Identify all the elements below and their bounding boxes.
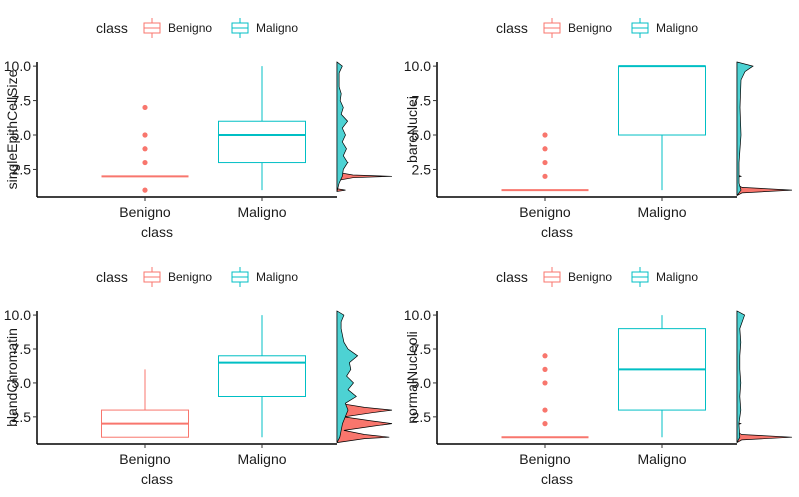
outlier-point	[542, 132, 548, 138]
y-axis-title: bareNuclei	[404, 96, 420, 163]
y-tick-label: 10.0	[404, 58, 431, 74]
legend: class Benigno Maligno	[496, 18, 698, 38]
box-maligno	[618, 315, 706, 438]
legend-title: class	[496, 20, 528, 36]
marginal-density	[336, 61, 393, 192]
x-axis-title: class	[541, 471, 573, 487]
y-tick-label: 7.5	[412, 341, 432, 357]
outlier-point	[542, 173, 548, 179]
box-iqr	[218, 120, 306, 164]
legend-label-benigno: Benigno	[168, 21, 212, 35]
density-maligno	[736, 61, 754, 196]
legend-label-benigno: Benigno	[568, 270, 612, 284]
outlier-point	[142, 146, 148, 152]
y-tick-label: 5.0	[412, 127, 432, 143]
x-tick-label: Maligno	[637, 204, 686, 220]
panel-singleEpithCellSize: class Benigno Maligno 2.5 5.0 7.5 10.0 Benigno M…	[4, 18, 393, 240]
legend-label-benigno: Benigno	[568, 21, 612, 35]
y-axis-title: blandChromatin	[4, 328, 20, 427]
density-benigno	[736, 62, 793, 196]
box-maligno	[218, 66, 306, 191]
legend-label-maligno: Maligno	[656, 21, 698, 35]
legend: class Benigno Maligno	[496, 267, 698, 287]
density-benigno	[736, 311, 793, 443]
x-axis-title: class	[141, 224, 173, 240]
outlier-point	[542, 421, 548, 427]
y-tick-label: 2.5	[412, 409, 432, 425]
y-tick-label: 5.0	[412, 375, 432, 391]
outlier-point	[142, 132, 148, 138]
box-benigno	[501, 353, 589, 439]
legend-title: class	[496, 269, 528, 285]
outlier-point	[542, 407, 548, 413]
box-benigno	[101, 369, 189, 438]
y-tick-label: 2.5	[12, 409, 32, 425]
legend-label-maligno: Maligno	[256, 270, 298, 284]
box-benigno	[501, 132, 589, 192]
legend-title: class	[96, 20, 128, 36]
legend-label-maligno: Maligno	[656, 270, 698, 284]
legend-title: class	[96, 269, 128, 285]
y-tick-label: 7.5	[12, 341, 32, 357]
outlier-point	[542, 366, 548, 372]
outlier-point	[542, 159, 548, 166]
panel-normalNucleoli: class Benigno Maligno 2.5 5.0 7.5 10.0 Benigno M…	[404, 267, 793, 487]
legend-label-maligno: Maligno	[256, 21, 298, 35]
density-benigno	[336, 62, 393, 192]
y-axis-title: normalNucleoli	[404, 331, 420, 424]
marginal-density	[736, 61, 793, 196]
y-tick-label: 7.5	[412, 93, 432, 109]
x-tick-label: Maligno	[637, 451, 686, 467]
box-maligno	[218, 315, 306, 438]
x-tick-label: Benigno	[119, 204, 171, 220]
outlier-point	[142, 187, 148, 193]
box-maligno	[618, 65, 706, 191]
y-tick-label: 2.5	[412, 161, 432, 177]
density-maligno	[336, 61, 349, 192]
x-axis-title: class	[541, 224, 573, 240]
legend: class Benigno Maligno	[96, 267, 298, 287]
outlier-point	[542, 380, 548, 386]
outlier-point	[542, 146, 548, 152]
density-maligno	[336, 310, 359, 443]
panel-bareNuclei: class Benigno Maligno 2.5 5.0 7.5 10.0 Benigno M…	[404, 18, 793, 240]
y-tick-label: 5.0	[12, 375, 32, 391]
y-tick-label: 10.0	[404, 307, 431, 323]
outlier-point	[142, 104, 148, 111]
panel-blandChromatin: class Benigno Maligno 2.5 5.0 7.5 10.0 Benigno M…	[4, 267, 393, 487]
x-tick-label: Benigno	[119, 451, 171, 467]
y-tick-label: 5.0	[12, 127, 32, 143]
box-benigno	[101, 104, 189, 193]
legend: class Benigno Maligno	[96, 18, 298, 38]
x-tick-label: Benigno	[519, 204, 571, 220]
y-tick-label: 7.5	[12, 93, 32, 109]
outlier-point	[542, 353, 548, 359]
y-tick-label: 10.0	[4, 58, 31, 74]
y-tick-label: 2.5	[12, 161, 32, 177]
density-maligno	[736, 310, 746, 443]
x-tick-label: Maligno	[237, 204, 286, 220]
outlier-point	[142, 159, 148, 166]
marginal-density	[736, 310, 793, 443]
x-axis-title: class	[141, 471, 173, 487]
x-tick-label: Maligno	[237, 451, 286, 467]
y-tick-label: 10.0	[4, 307, 31, 323]
y-axis-title: singleEpithCellSize	[4, 69, 20, 189]
x-tick-label: Benigno	[519, 451, 571, 467]
box-iqr	[618, 65, 706, 136]
marginal-density	[336, 310, 393, 443]
legend-label-benigno: Benigno	[168, 270, 212, 284]
